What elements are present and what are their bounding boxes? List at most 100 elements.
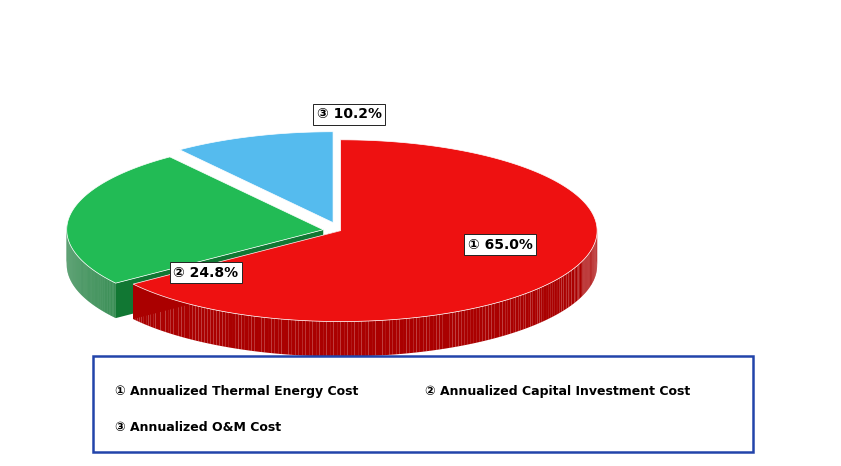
- Polygon shape: [182, 302, 184, 338]
- Polygon shape: [153, 293, 156, 329]
- Text: ③ 10.2%: ③ 10.2%: [316, 107, 382, 121]
- Polygon shape: [573, 268, 574, 304]
- Polygon shape: [204, 308, 208, 343]
- Polygon shape: [368, 321, 372, 356]
- Polygon shape: [570, 270, 572, 306]
- Polygon shape: [589, 253, 590, 289]
- Text: ② 24.8%: ② 24.8%: [173, 266, 239, 280]
- Polygon shape: [358, 321, 362, 356]
- Polygon shape: [331, 322, 334, 356]
- FancyBboxPatch shape: [93, 356, 753, 452]
- Polygon shape: [355, 322, 358, 356]
- Polygon shape: [316, 321, 320, 356]
- Polygon shape: [179, 301, 182, 337]
- Polygon shape: [137, 286, 140, 322]
- Polygon shape: [225, 312, 229, 348]
- Polygon shape: [362, 321, 365, 356]
- Polygon shape: [521, 295, 523, 330]
- Polygon shape: [574, 267, 576, 303]
- Polygon shape: [379, 320, 383, 356]
- Polygon shape: [468, 309, 471, 344]
- Polygon shape: [563, 274, 565, 311]
- Polygon shape: [305, 321, 309, 356]
- Polygon shape: [337, 322, 341, 356]
- Polygon shape: [399, 319, 403, 354]
- Polygon shape: [533, 290, 535, 326]
- Polygon shape: [334, 322, 337, 356]
- Polygon shape: [587, 255, 588, 291]
- Polygon shape: [577, 265, 579, 301]
- Polygon shape: [452, 312, 456, 348]
- Polygon shape: [229, 313, 232, 348]
- Polygon shape: [235, 314, 238, 349]
- Polygon shape: [546, 284, 548, 320]
- Polygon shape: [513, 297, 516, 333]
- Polygon shape: [344, 322, 347, 356]
- Polygon shape: [531, 291, 533, 327]
- Polygon shape: [396, 319, 399, 354]
- Polygon shape: [278, 319, 282, 354]
- Polygon shape: [440, 314, 443, 350]
- Polygon shape: [485, 305, 489, 341]
- Polygon shape: [410, 318, 413, 353]
- Text: ③ Annualized O&M Cost: ③ Annualized O&M Cost: [115, 421, 282, 434]
- Polygon shape: [302, 321, 305, 356]
- Polygon shape: [403, 318, 406, 354]
- Polygon shape: [544, 285, 546, 321]
- Polygon shape: [365, 321, 368, 356]
- Polygon shape: [426, 316, 430, 351]
- Polygon shape: [537, 288, 540, 324]
- Polygon shape: [556, 279, 558, 315]
- Polygon shape: [238, 314, 241, 350]
- Polygon shape: [465, 309, 468, 345]
- Polygon shape: [148, 291, 151, 327]
- Polygon shape: [500, 301, 502, 337]
- Polygon shape: [309, 321, 313, 356]
- Polygon shape: [66, 157, 323, 283]
- Polygon shape: [420, 317, 423, 352]
- Polygon shape: [582, 260, 584, 296]
- Polygon shape: [275, 318, 278, 354]
- Polygon shape: [313, 321, 316, 356]
- Polygon shape: [550, 282, 553, 318]
- Polygon shape: [516, 296, 518, 332]
- Polygon shape: [146, 290, 148, 326]
- Polygon shape: [135, 285, 137, 321]
- Polygon shape: [241, 315, 245, 350]
- Polygon shape: [198, 306, 201, 342]
- Polygon shape: [553, 281, 554, 317]
- Text: ① Annualized Thermal Energy Cost: ① Annualized Thermal Energy Cost: [115, 385, 358, 398]
- Polygon shape: [161, 295, 163, 331]
- Polygon shape: [140, 287, 141, 323]
- Polygon shape: [572, 269, 573, 305]
- Polygon shape: [292, 320, 295, 355]
- Polygon shape: [255, 316, 258, 352]
- Polygon shape: [585, 256, 587, 293]
- Polygon shape: [176, 301, 179, 336]
- Polygon shape: [477, 307, 480, 343]
- Polygon shape: [323, 322, 326, 356]
- Polygon shape: [216, 310, 220, 346]
- Polygon shape: [588, 254, 589, 290]
- Polygon shape: [489, 304, 491, 340]
- Polygon shape: [383, 320, 386, 355]
- Polygon shape: [163, 296, 166, 332]
- Polygon shape: [262, 317, 265, 352]
- Polygon shape: [180, 132, 333, 223]
- Polygon shape: [508, 299, 510, 335]
- Polygon shape: [133, 284, 135, 320]
- Polygon shape: [495, 303, 497, 338]
- Polygon shape: [528, 292, 531, 328]
- Polygon shape: [201, 307, 204, 343]
- Polygon shape: [208, 308, 210, 344]
- Polygon shape: [510, 298, 513, 334]
- Polygon shape: [141, 288, 144, 324]
- Polygon shape: [505, 300, 508, 336]
- Polygon shape: [473, 308, 477, 343]
- Polygon shape: [535, 289, 537, 325]
- Polygon shape: [268, 318, 272, 353]
- Polygon shape: [248, 315, 251, 351]
- Polygon shape: [483, 306, 485, 341]
- Polygon shape: [295, 320, 299, 355]
- Polygon shape: [144, 289, 146, 325]
